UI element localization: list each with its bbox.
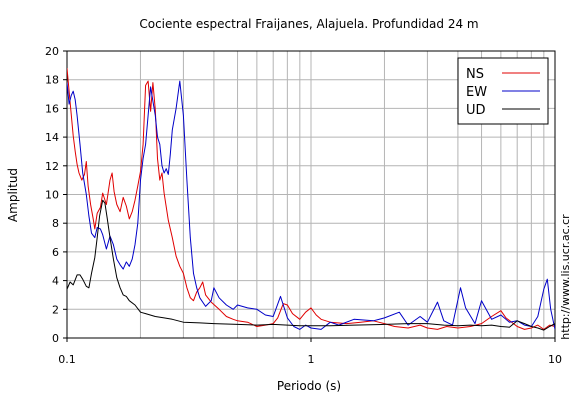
series-ud-line — [67, 199, 555, 331]
y-tick-label: 20 — [45, 45, 59, 58]
y-axis-label: Amplitud — [6, 168, 20, 222]
y-tick-label: 12 — [45, 160, 59, 173]
y-tick-label: 2 — [52, 303, 59, 316]
y-tick-label: 4 — [52, 275, 59, 288]
series-layer — [67, 68, 555, 331]
y-tick-label: 8 — [52, 217, 59, 230]
x-tick-label: 1 — [308, 353, 315, 366]
x-tick-label: 10 — [548, 353, 562, 366]
y-axis-ticks: 0 2 4 6 8 10 12 14 16 18 20 — [45, 45, 67, 345]
legend-label-ew: EW — [466, 85, 487, 100]
x-axis-label: Periodo (s) — [277, 379, 341, 393]
y-tick-label: 10 — [45, 189, 59, 202]
watermark-url: http://www.lis.ucr.ac.cr — [559, 214, 572, 340]
y-tick-label: 18 — [45, 74, 59, 87]
y-tick-label: 0 — [52, 332, 59, 345]
series-ns-line — [67, 68, 555, 330]
series-ew-line — [67, 80, 555, 330]
x-axis-ticks: 0.1 1 10 — [58, 338, 562, 366]
chart-legend: NS EW UD — [457, 57, 549, 125]
y-tick-label: 14 — [45, 131, 59, 144]
chart-title: Cociente espectral Fraijanes, Alajuela. … — [139, 17, 478, 31]
y-tick-label: 16 — [45, 102, 59, 115]
y-tick-label: 6 — [52, 246, 59, 259]
legend-label-ns: NS — [466, 67, 484, 82]
legend-label-ud: UD — [466, 103, 486, 118]
x-tick-label: 0.1 — [58, 353, 76, 366]
